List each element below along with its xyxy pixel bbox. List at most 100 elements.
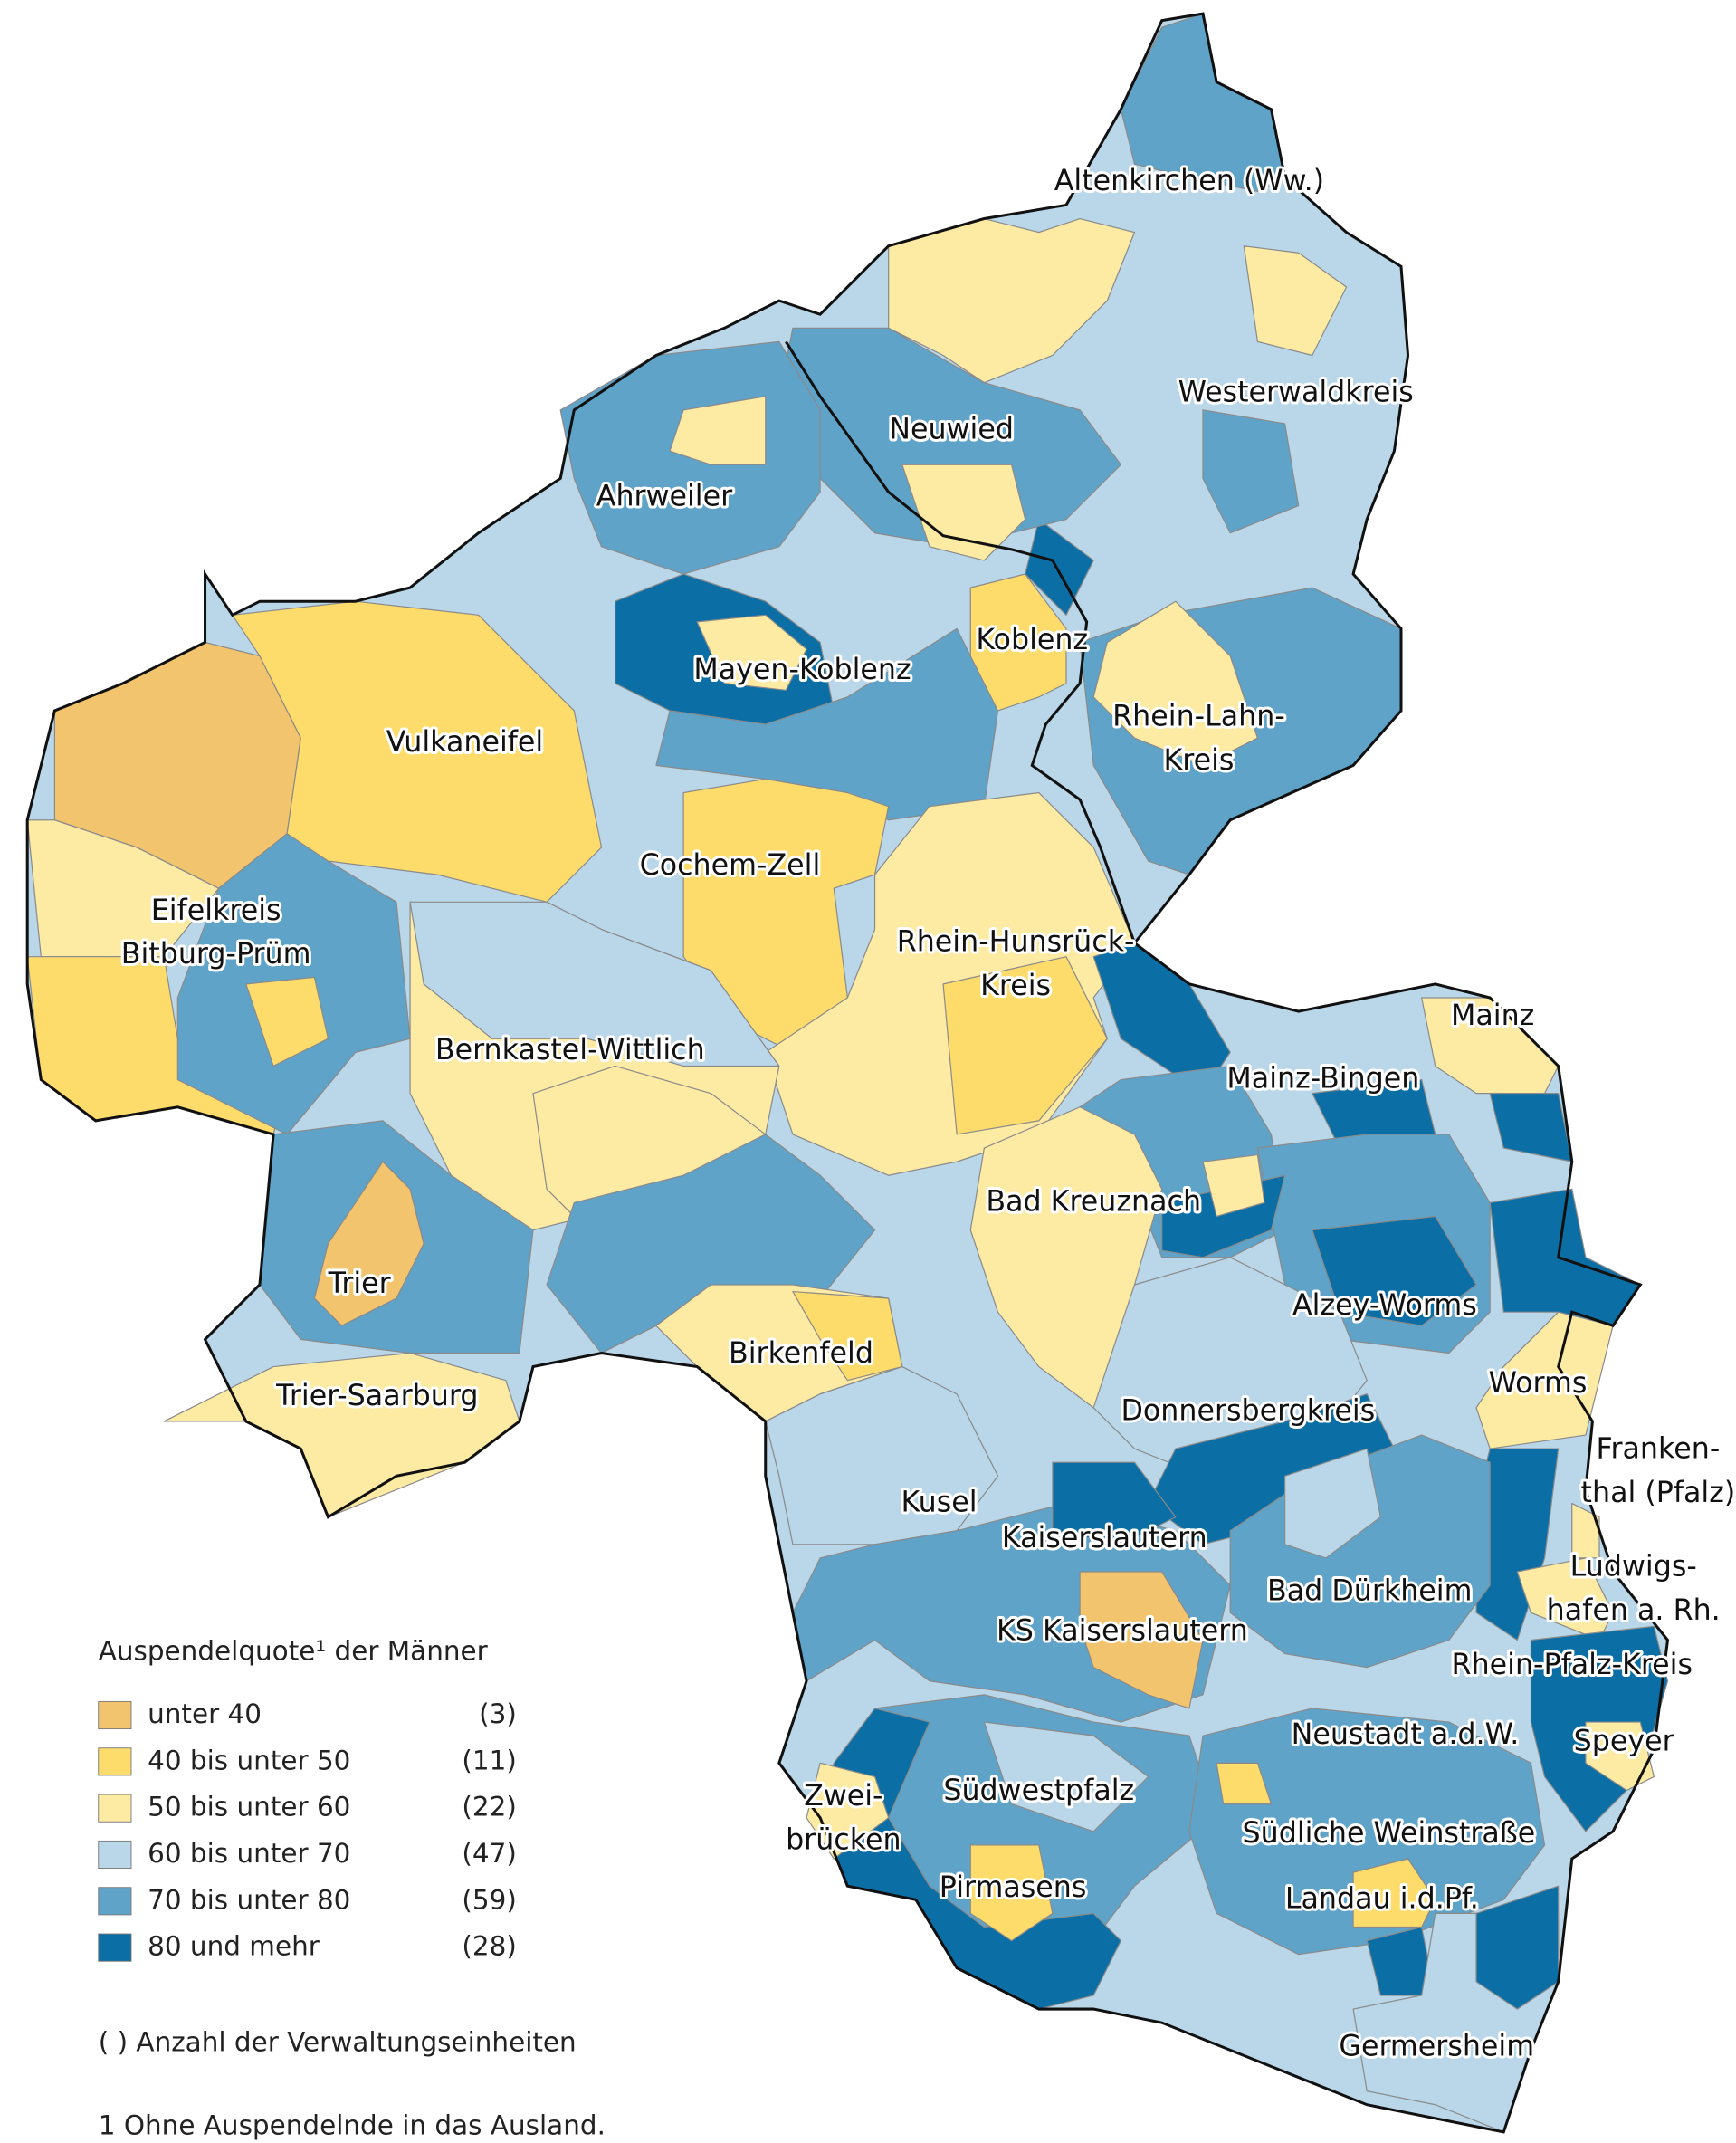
district-label: Rhein-Hunsrück- (897, 926, 1135, 959)
district (969, 1844, 1054, 1942)
district (1202, 409, 1300, 534)
district-label: Neustadt a.d.W. (1292, 1718, 1520, 1751)
district (1052, 1461, 1177, 1545)
legend-label: 70 bis unter 80 (148, 1884, 350, 1915)
legend-label: 40 bis unter 50 (148, 1745, 350, 1775)
district-label: Trier (328, 1268, 392, 1300)
district (163, 1352, 520, 1518)
district-label: Alzey-Worms (1292, 1289, 1477, 1322)
district-label: Rhein-Lahn- (1112, 701, 1285, 733)
district (1188, 1708, 1546, 1956)
district-label: KS Kaiserslautern (997, 1614, 1248, 1647)
district-label: Neuwied (889, 414, 1014, 446)
district (1284, 1448, 1381, 1559)
district-label: hafen a. Rh. (1547, 1594, 1721, 1627)
district (901, 464, 1026, 561)
district (888, 217, 1136, 384)
district-label: Pirmasens (940, 1871, 1087, 1904)
district-label: Mainz (1451, 1000, 1534, 1032)
district-label: Altenkirchen (Ww.) (1054, 165, 1324, 197)
legend-swatch (98, 1933, 132, 1962)
district (1352, 1858, 1436, 1928)
river (785, 340, 1136, 944)
district (669, 396, 767, 465)
legend-swatch (98, 1794, 132, 1823)
legend-swatch (98, 1747, 132, 1776)
legend-count: (3) (479, 1698, 517, 1729)
district (1475, 1885, 1560, 2010)
district-label: Ahrweiler (596, 480, 733, 512)
district-label: Bad Kreuznach (986, 1185, 1201, 1218)
district (1312, 1215, 1477, 1326)
district (765, 1365, 999, 1545)
district-label: thal (Pfalz) (1581, 1477, 1736, 1509)
district (1216, 1762, 1273, 1805)
district-label: Mainz-Bingen (1226, 1063, 1419, 1095)
district-label: Mayen-Koblenz (693, 654, 911, 686)
district-label: Rhein-Pfalz-Kreis (1452, 1649, 1693, 1681)
district (983, 1721, 1149, 1832)
district-label: brücken (786, 1823, 901, 1856)
district-label: Franken- (1597, 1433, 1721, 1466)
legend-swatch (98, 1887, 132, 1916)
district-label: Trier-Saarburg (275, 1380, 478, 1412)
district-label: Kaiserslautern (1002, 1522, 1207, 1555)
legend-label: 80 und mehr (148, 1931, 320, 1962)
legend-label: 50 bis unter 60 (148, 1792, 350, 1823)
district (969, 573, 1067, 712)
district-label: Eifelkreis (151, 895, 281, 927)
footnote: 1 Ohne Auspendelnde in das Ausland. (99, 2110, 606, 2140)
district-label: Germersheim (1339, 2030, 1534, 2062)
district (1202, 1153, 1265, 1218)
legend-label: 60 bis unter 70 (148, 1838, 350, 1869)
district-label: Vulkaneifel (386, 726, 544, 759)
legend-note: ( ) Anzahl der Verwaltungseinheiten (99, 2026, 577, 2057)
district-label: Kusel (901, 1487, 977, 1519)
legend-swatch (98, 1700, 132, 1730)
district-label: Birkenfeld (729, 1337, 873, 1370)
legend-count: (47) (462, 1838, 516, 1869)
district (1025, 519, 1094, 616)
district (313, 1161, 424, 1326)
district-label: Cochem-Zell (640, 849, 821, 882)
district-label: Kreis (1164, 744, 1235, 777)
district-label: Koblenz (976, 624, 1088, 656)
district-label: Bitburg-Prüm (121, 938, 311, 971)
district-label: Westerwaldkreis (1178, 377, 1414, 409)
legend-swatch (98, 1840, 132, 1870)
district (696, 614, 807, 691)
district-label: Kreis (980, 970, 1051, 1002)
district (792, 1290, 903, 1382)
legend-count: (22) (462, 1792, 516, 1823)
district-label: Südliche Weinstraße (1243, 1817, 1536, 1850)
district-label: Ludwigs- (1570, 1550, 1697, 1583)
legend-label: unter 40 (148, 1698, 262, 1729)
district (1571, 1502, 1600, 1559)
district (1243, 245, 1348, 357)
district-label: Bernkastel-Wittlich (435, 1034, 705, 1067)
district (409, 901, 780, 1067)
district-label: Worms (1489, 1367, 1588, 1400)
legend-count: (59) (462, 1884, 516, 1915)
district-label: Speyer (1574, 1726, 1675, 1758)
legend: Auspendelquote¹ der Männer ( ) Anzahl de… (98, 1636, 606, 2140)
district (1585, 1721, 1655, 1792)
district (245, 976, 329, 1067)
state-border (25, 12, 1670, 2134)
legend-count: (11) (462, 1745, 516, 1775)
district (232, 600, 603, 903)
district-label: Bad Dürkheim (1267, 1575, 1473, 1608)
district-label: Landau i.d.Pf. (1285, 1882, 1479, 1915)
district (942, 956, 1108, 1135)
legend-count: (28) (462, 1931, 516, 1962)
district-label: Südwestpfalz (943, 1775, 1134, 1807)
district-labels: Altenkirchen (Ww.) Westerwaldkreis Neuwied… (119, 162, 1736, 2066)
district (682, 778, 890, 1053)
district (1079, 1571, 1204, 1709)
district (1092, 600, 1259, 766)
district-shapes (25, 12, 1670, 2134)
district (1516, 1557, 1614, 1641)
district-label: Zwei- (804, 1780, 882, 1813)
